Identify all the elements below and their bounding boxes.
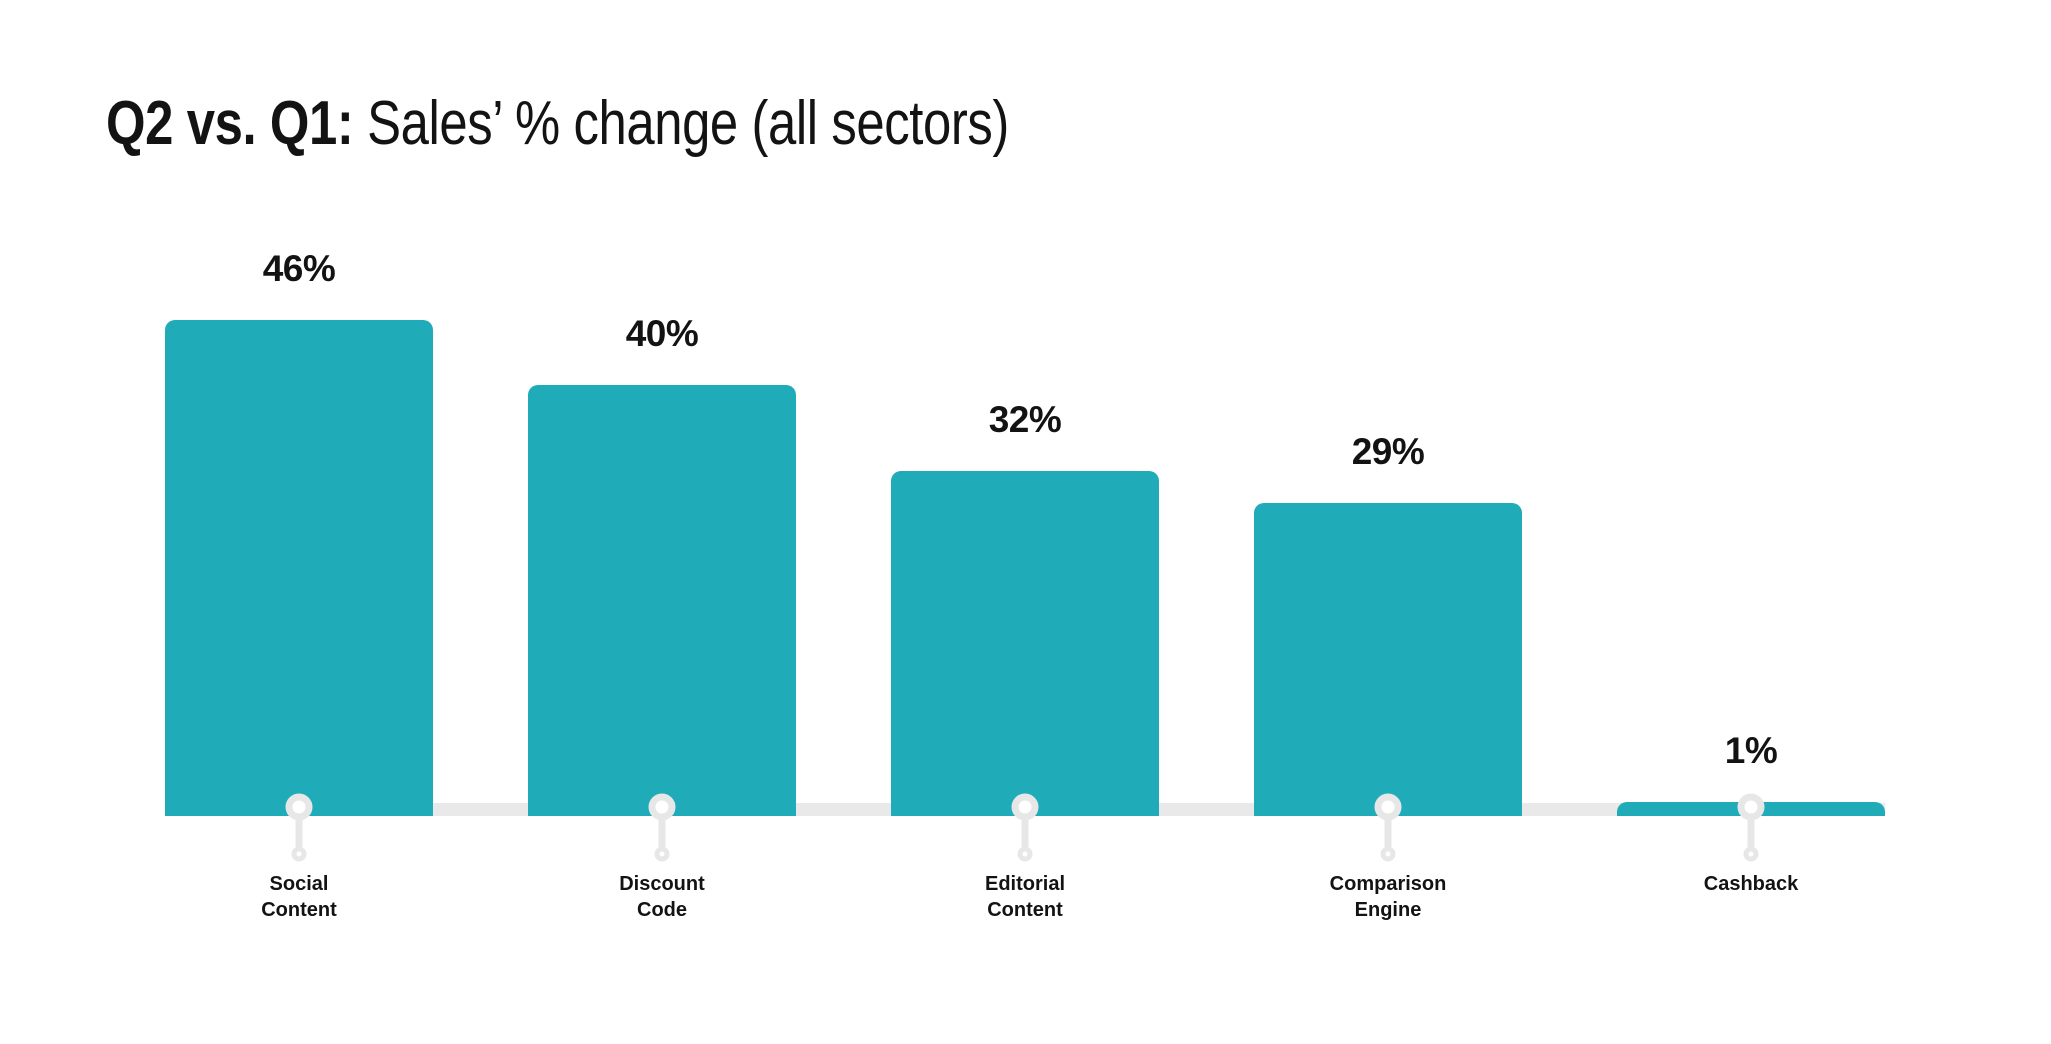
bar-value-label: 40%	[625, 312, 699, 354]
bar-group: 46% Social Content	[165, 0, 433, 921]
bar-value-label: 32%	[988, 399, 1062, 441]
chart-title: Q2 vs. Q1: Sales’ % change (all sectors)	[106, 88, 1009, 159]
bar-value-label: 46%	[262, 248, 336, 290]
pin-connector-icon	[648, 793, 676, 862]
category-label: Editorial Content	[984, 873, 1065, 921]
bar	[165, 320, 433, 816]
pin-connector-icon	[1011, 793, 1039, 862]
bar	[891, 471, 1159, 816]
chart-title-rest: Sales’ % change (all sectors)	[353, 89, 1009, 158]
bar-group: 40% Discount Code	[528, 0, 796, 921]
bar-group: 32% Editorial Content	[891, 0, 1159, 921]
bar-value-label: 1%	[1724, 730, 1778, 771]
bar-group: 1% Cashback	[1617, 0, 1885, 895]
bar-value-label: 29%	[1351, 431, 1425, 473]
bar	[1254, 503, 1522, 816]
pin-connector-icon	[1737, 793, 1765, 862]
bar-group: 29% Comparison Engine	[1254, 0, 1522, 921]
chart-title-bold: Q2 vs. Q1:	[106, 89, 354, 158]
pin-connector-icon	[1374, 793, 1402, 862]
category-label: Comparison Engine	[1329, 873, 1447, 921]
pin-connector-icon	[285, 793, 313, 862]
category-label: Social Content	[261, 873, 337, 921]
category-label: Discount Code	[619, 873, 705, 921]
category-label: Cashback	[1703, 873, 1799, 895]
bar	[528, 384, 796, 816]
